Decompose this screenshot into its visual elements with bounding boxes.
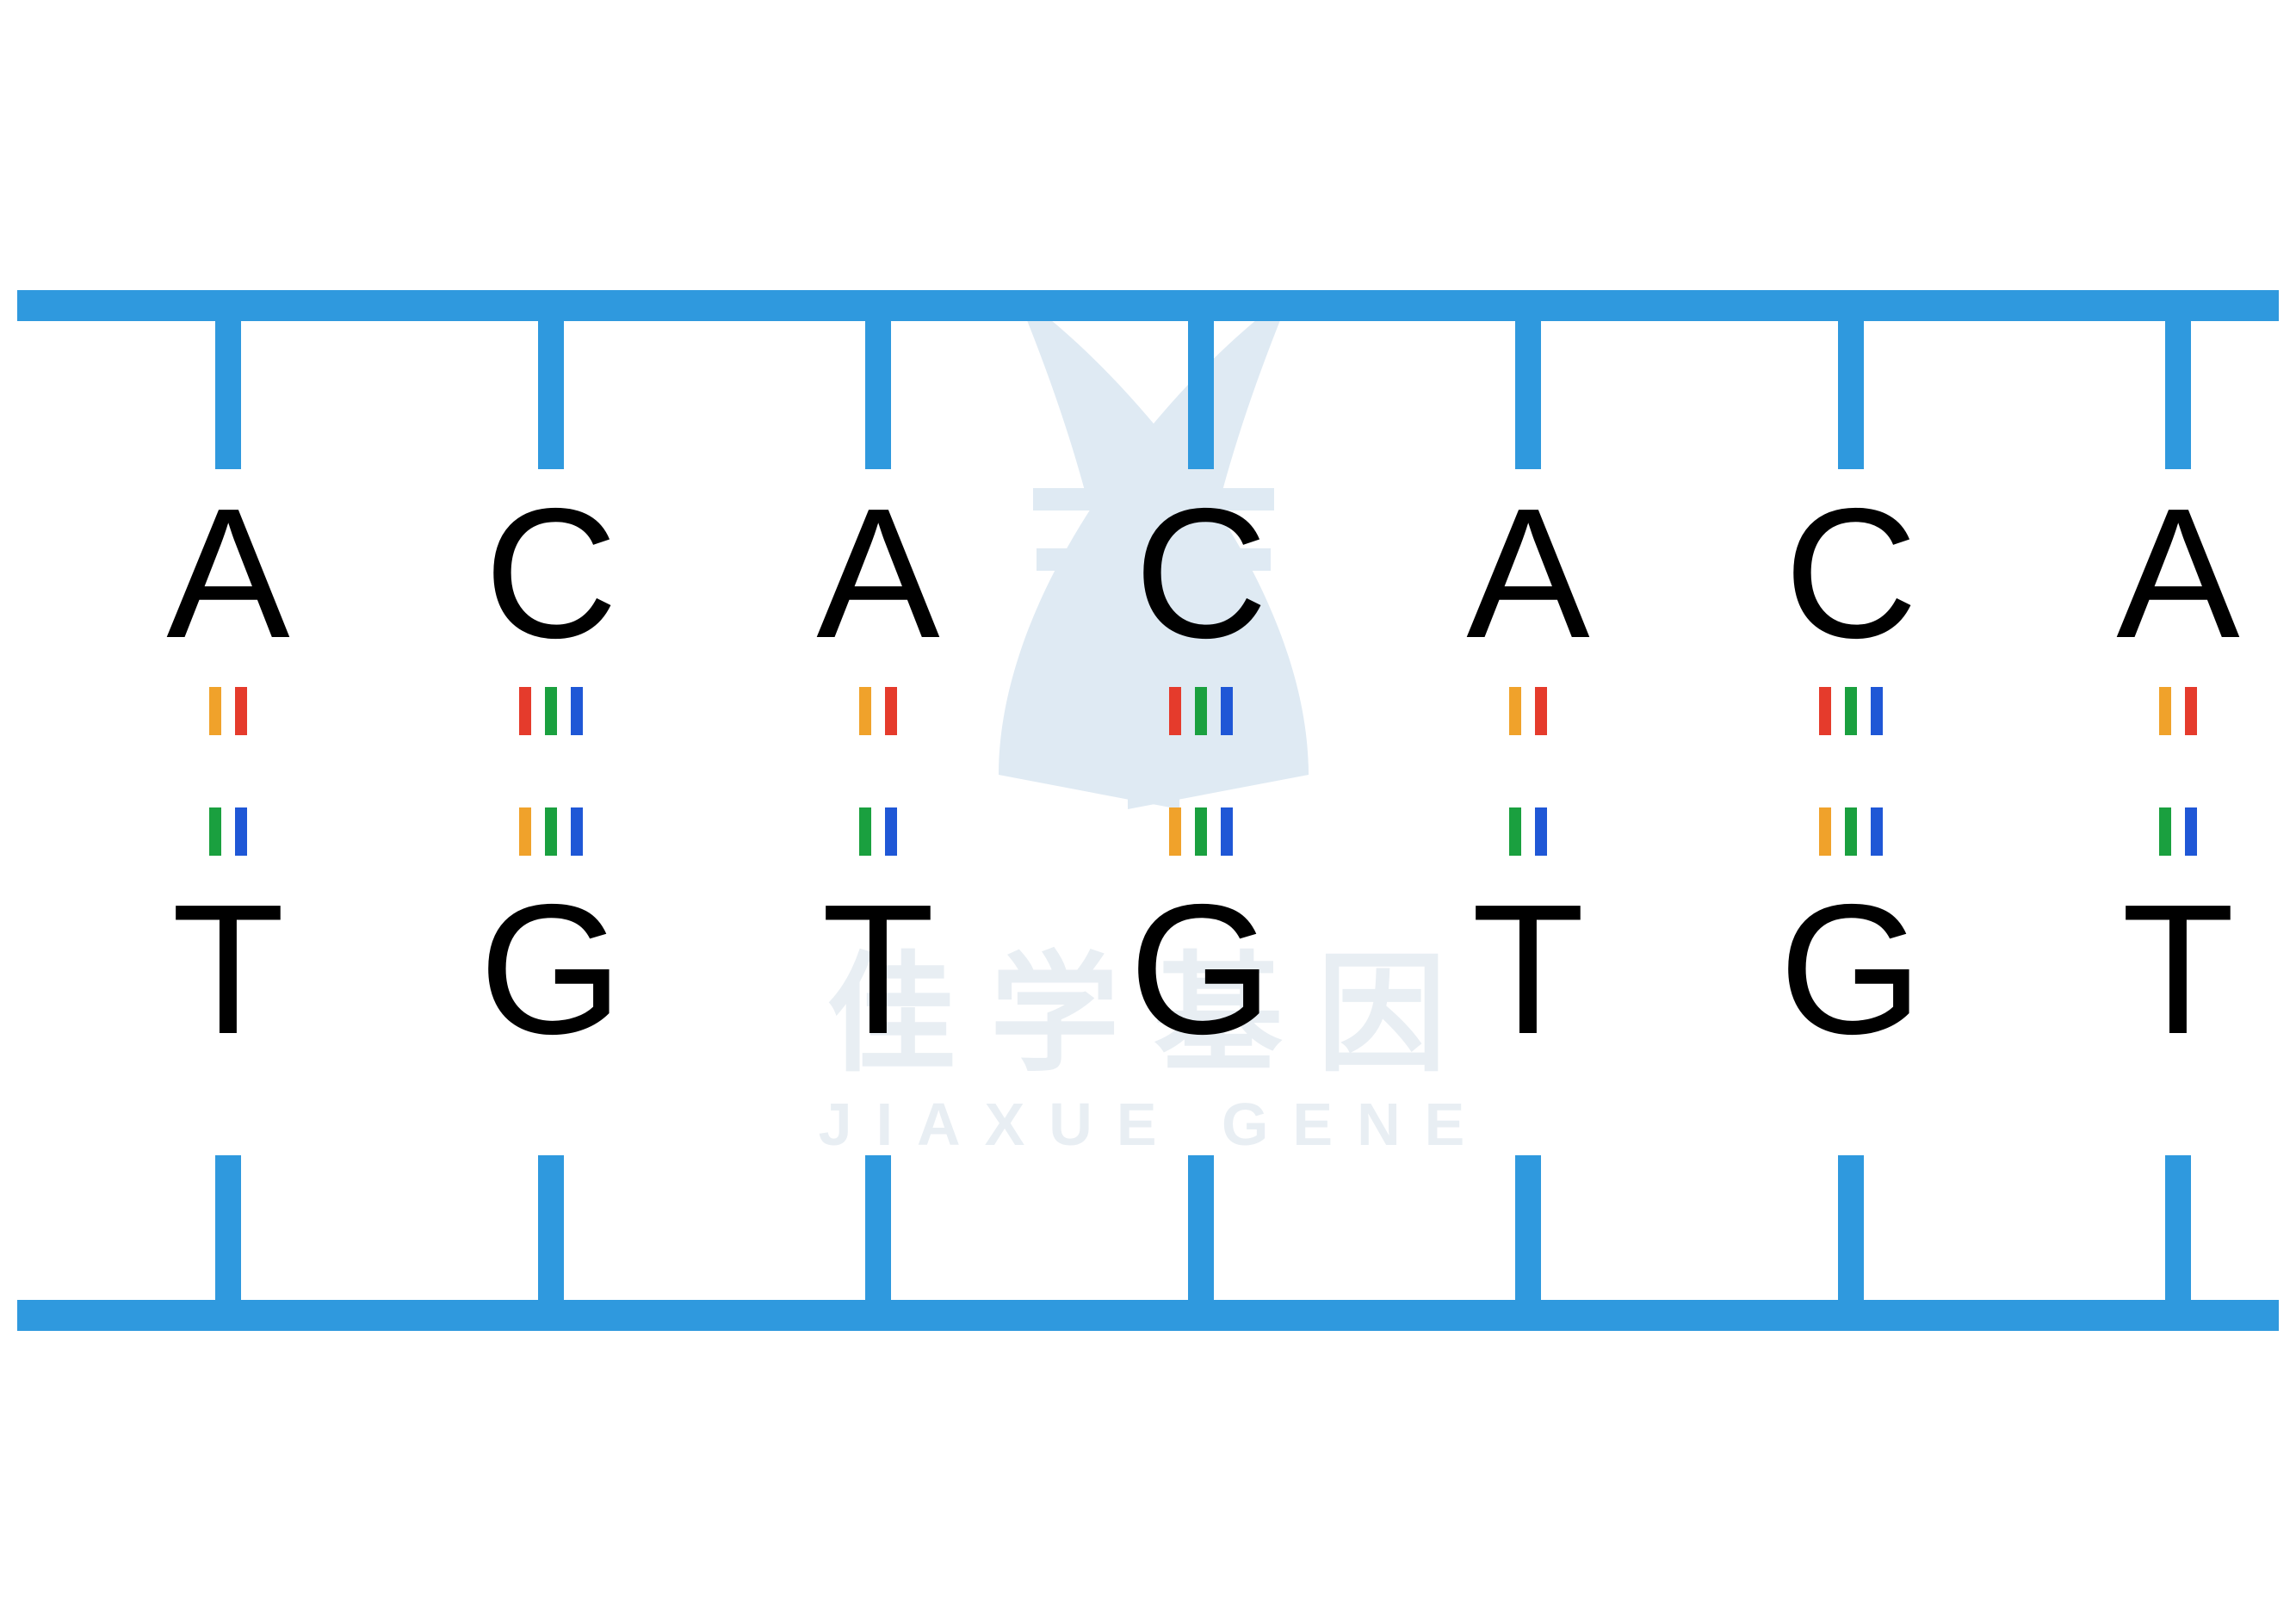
base-bottom: G [479, 865, 622, 1073]
base-bottom: G [1779, 865, 1922, 1073]
base-top: A [166, 469, 289, 677]
base-top: C [484, 469, 617, 677]
base-top: A [2116, 469, 2239, 677]
base-top: C [1134, 469, 1267, 677]
base-bottom: G [1129, 865, 1272, 1073]
base-bottom: T [171, 865, 284, 1073]
watermark-text-sub: JIAXUE GENE [819, 1091, 1489, 1158]
canvas-bg [0, 0, 2296, 1621]
base-bottom: T [1471, 865, 1584, 1073]
base-top: C [1784, 469, 1917, 677]
base-bottom: T [821, 865, 934, 1073]
base-top: A [816, 469, 939, 677]
base-top: A [1466, 469, 1589, 677]
base-bottom: T [2121, 865, 2234, 1073]
